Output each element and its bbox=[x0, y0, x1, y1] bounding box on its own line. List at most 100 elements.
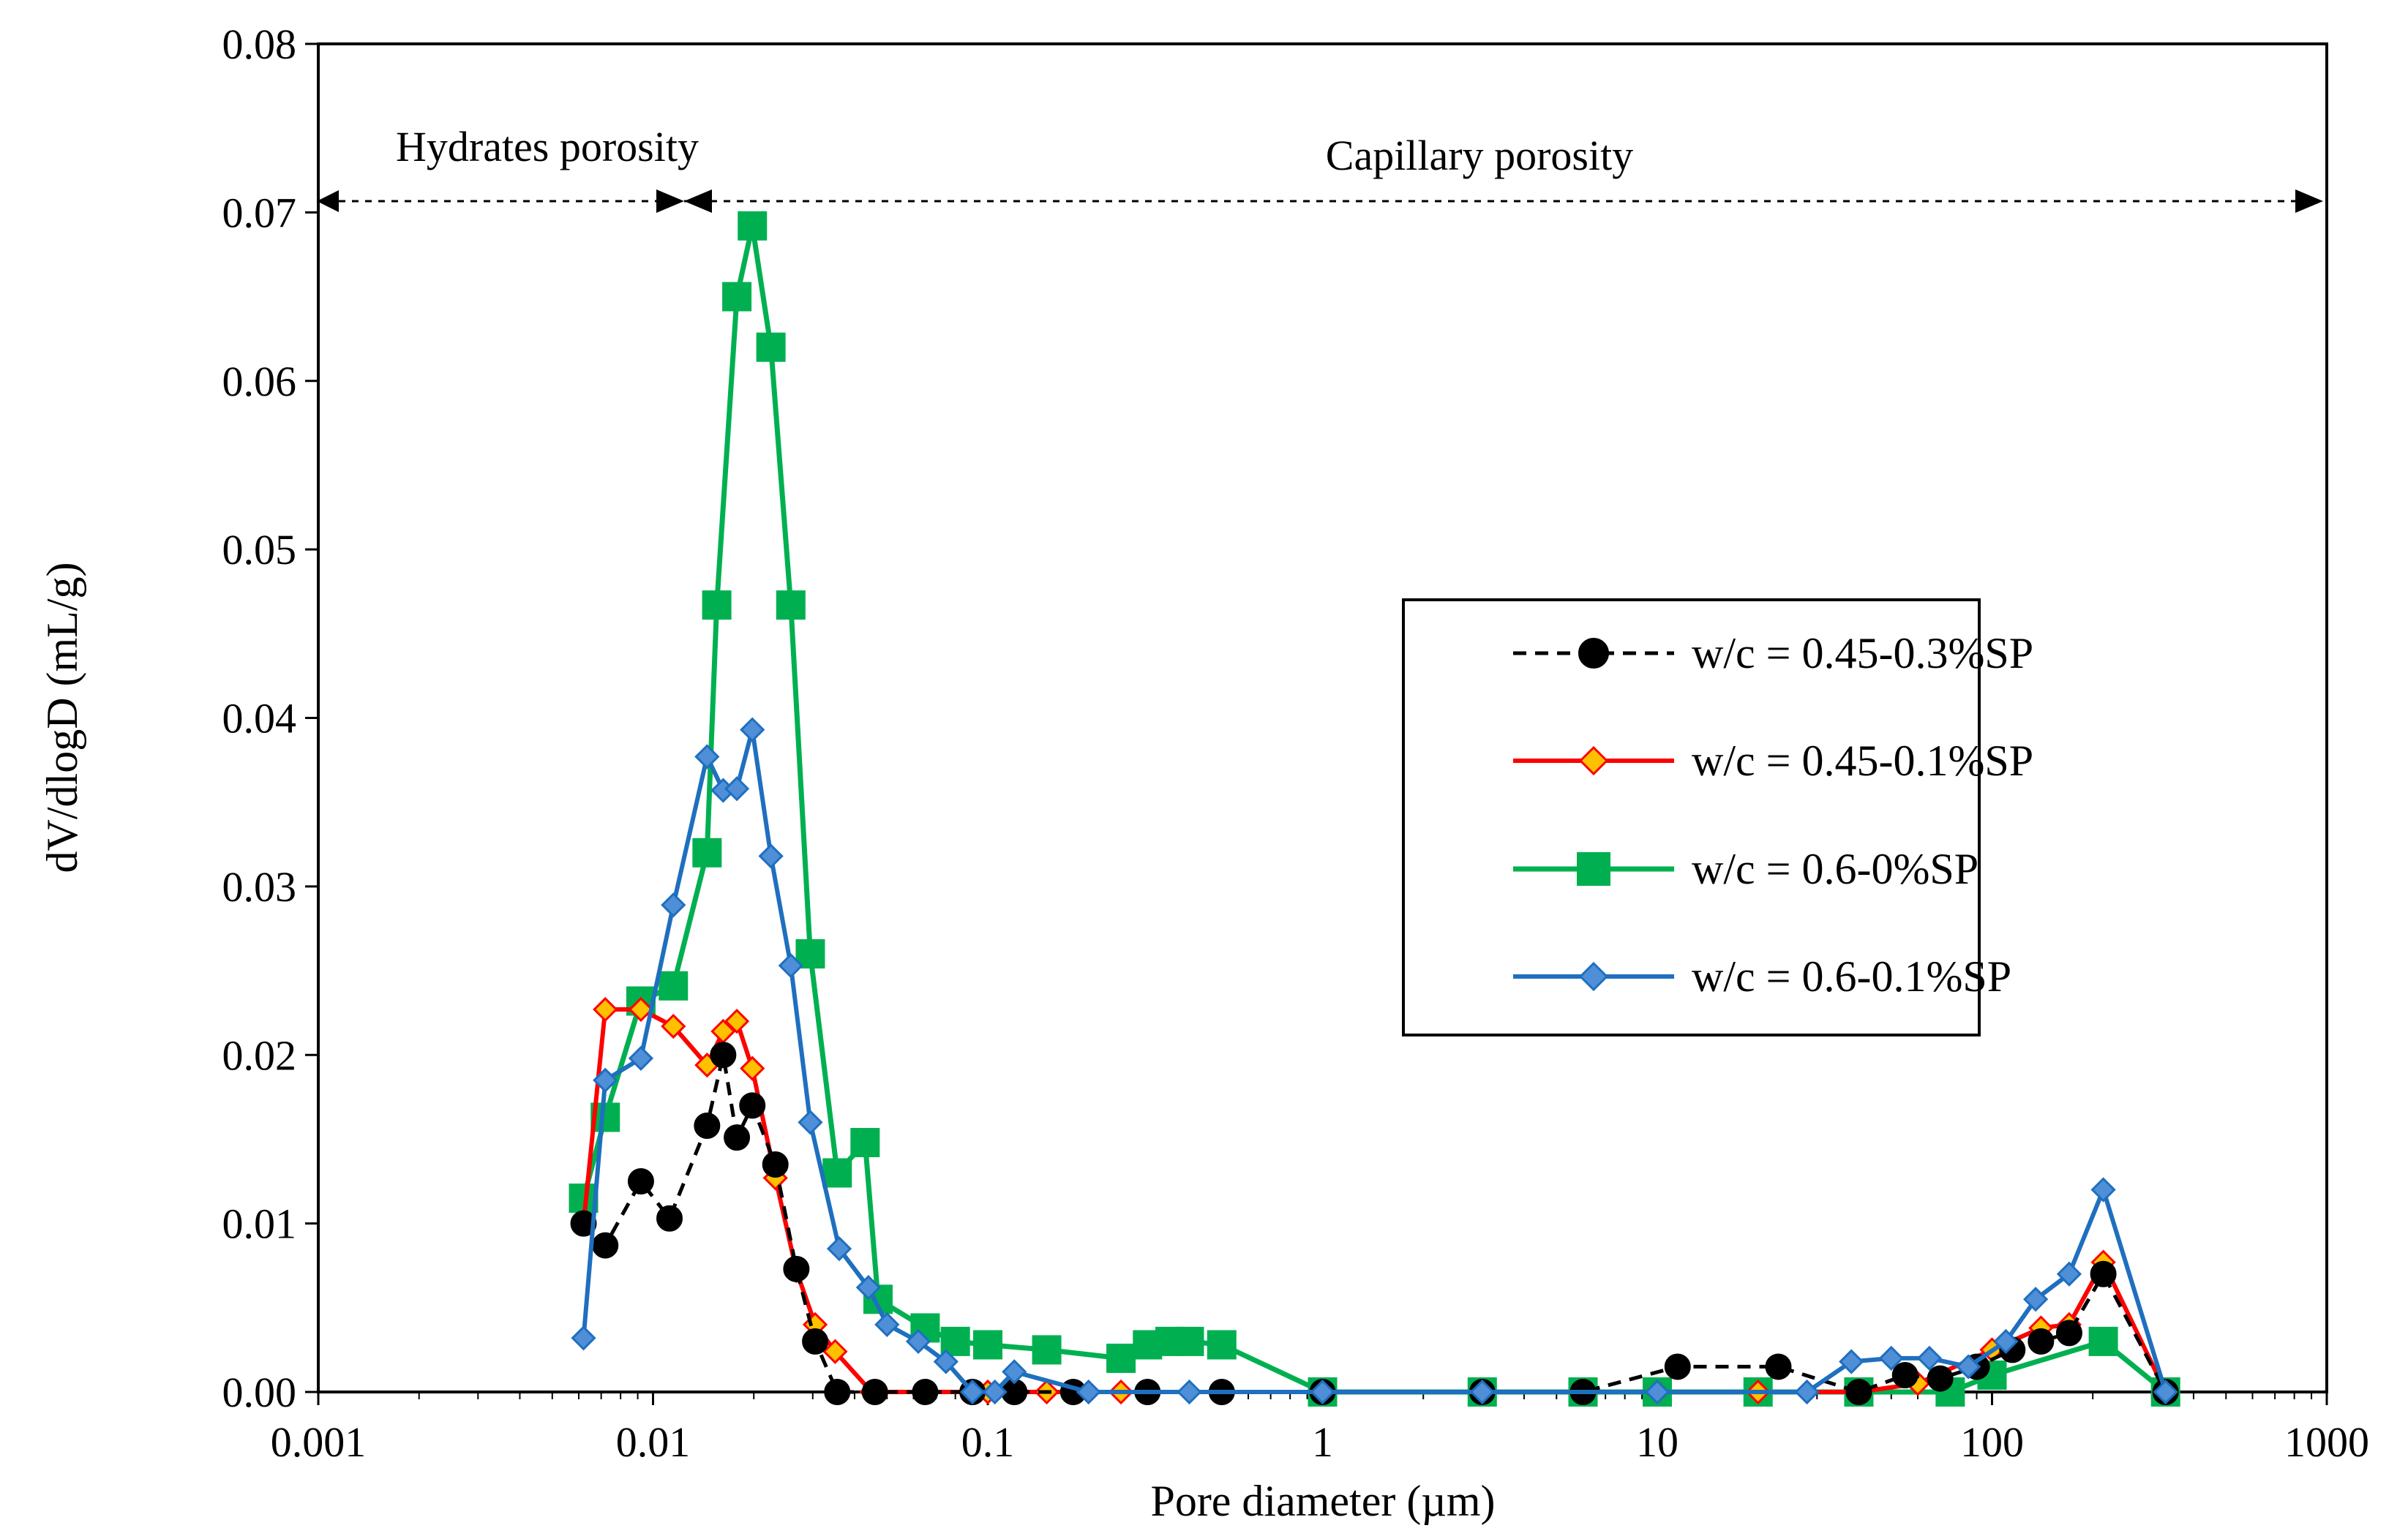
x-axis-title: Pore diameter (µm) bbox=[1150, 1477, 1495, 1525]
data-point bbox=[1644, 1379, 1670, 1405]
hydrates-porosity-arrow-left-head bbox=[317, 190, 339, 212]
legend-label: w/c = 0.6-0%SP bbox=[1692, 845, 1978, 893]
hydrates-porosity-label: Hydrates porosity bbox=[396, 123, 699, 170]
data-point bbox=[933, 1349, 959, 1374]
data-point bbox=[824, 1379, 851, 1405]
data-point bbox=[724, 1009, 750, 1034]
data-point bbox=[2088, 1326, 2118, 1356]
data-point bbox=[982, 1379, 1008, 1405]
data-point bbox=[627, 1168, 654, 1195]
x-tick-label: 0.01 bbox=[616, 1418, 691, 1466]
data-point bbox=[1177, 1379, 1202, 1405]
legend-label: w/c = 0.6-0.1%SP bbox=[1692, 952, 2011, 1001]
legend-label: w/c = 0.45-0.1%SP bbox=[1692, 737, 2033, 785]
y-tick-label: 0.05 bbox=[222, 526, 297, 573]
data-point bbox=[802, 1328, 829, 1355]
legend-item: w/c = 0.45-0.1%SP bbox=[1513, 737, 2033, 785]
data-point bbox=[593, 1067, 618, 1093]
data-point bbox=[1577, 852, 1610, 886]
data-point bbox=[628, 1045, 654, 1071]
legend-label: w/c = 0.45-0.3%SP bbox=[1692, 629, 2033, 677]
y-tick-label: 0.01 bbox=[222, 1200, 297, 1248]
x-tick-label: 100 bbox=[1960, 1418, 2024, 1466]
data-point bbox=[795, 939, 825, 969]
data-point bbox=[694, 744, 720, 770]
data-point bbox=[694, 1113, 721, 1140]
x-tick-label: 1 bbox=[1312, 1418, 1333, 1466]
data-point bbox=[571, 1325, 596, 1351]
x-axis-ticks: 0.001 0.01 0.1 1 10 100 1000 bbox=[271, 1392, 2369, 1466]
y-axis-ticks: 0.00 0.01 0.02 0.03 0.04 0.05 0.06 0.07 0.08 bbox=[222, 20, 318, 1416]
data-point bbox=[912, 1379, 939, 1405]
data-point bbox=[762, 1151, 789, 1178]
data-point bbox=[855, 1275, 882, 1301]
data-point bbox=[1578, 638, 1609, 669]
x-tick-label: 0.001 bbox=[271, 1418, 367, 1466]
data-point bbox=[1002, 1359, 1027, 1385]
data-point bbox=[1839, 1349, 1864, 1374]
data-point bbox=[1664, 1353, 1691, 1380]
data-point bbox=[724, 1124, 751, 1151]
data-point bbox=[861, 1379, 888, 1405]
data-point bbox=[1174, 1326, 1204, 1356]
data-point bbox=[1310, 1379, 1335, 1405]
data-point bbox=[783, 1255, 810, 1282]
data-point bbox=[1993, 1328, 2019, 1355]
data-point bbox=[1794, 1379, 1820, 1405]
data-point bbox=[738, 211, 768, 241]
series-4 bbox=[571, 717, 2178, 1405]
data-point bbox=[2023, 1287, 2049, 1312]
data-point bbox=[1916, 1345, 1943, 1371]
data-point bbox=[1765, 1353, 1792, 1380]
legend-item: w/c = 0.6-0%SP bbox=[1513, 845, 1978, 893]
hydrates-porosity-arrow-right-head bbox=[656, 189, 684, 213]
data-point bbox=[1469, 1379, 1495, 1405]
data-point bbox=[656, 1205, 683, 1232]
data-point bbox=[661, 1013, 686, 1039]
porosity-annotations: Hydrates porosity Capillary porosity bbox=[317, 123, 2323, 213]
y-tick-label: 0.00 bbox=[222, 1369, 297, 1416]
data-point bbox=[1032, 1335, 1062, 1365]
capillary-porosity-arrow-right-head bbox=[2295, 189, 2323, 213]
legend: w/c = 0.45-0.3%SP w/c = 0.45-0.1%SP w/c = … bbox=[1402, 598, 2033, 1036]
data-point bbox=[822, 1158, 852, 1188]
data-point bbox=[593, 996, 618, 1023]
data-point bbox=[2056, 1261, 2082, 1287]
legend-box bbox=[1402, 598, 1981, 1036]
data-point bbox=[2090, 1260, 2117, 1287]
data-point bbox=[1106, 1343, 1136, 1373]
y-tick-label: 0.06 bbox=[222, 358, 297, 405]
x-tick-label: 0.1 bbox=[961, 1418, 1015, 1466]
data-point bbox=[1878, 1345, 1904, 1371]
data-point bbox=[1927, 1365, 1954, 1392]
data-point bbox=[778, 953, 803, 979]
data-point bbox=[905, 1328, 931, 1355]
data-point bbox=[661, 892, 686, 918]
x-tick-label: 10 bbox=[1636, 1418, 1679, 1466]
data-point bbox=[710, 1042, 737, 1069]
data-point bbox=[702, 590, 732, 620]
capillary-porosity-arrow-left-head bbox=[684, 189, 712, 213]
data-point bbox=[1578, 745, 1609, 776]
data-point bbox=[740, 717, 765, 742]
x-tick-label: 1000 bbox=[2284, 1418, 2369, 1466]
data-point bbox=[826, 1236, 852, 1262]
data-point bbox=[2055, 1320, 2082, 1347]
data-point bbox=[758, 843, 784, 869]
data-point bbox=[1578, 961, 1609, 992]
data-point bbox=[1956, 1354, 1981, 1380]
data-point bbox=[874, 1312, 900, 1337]
legend-item: w/c = 0.6-0.1%SP bbox=[1513, 952, 2011, 1001]
data-point bbox=[692, 838, 722, 868]
y-tick-label: 0.08 bbox=[222, 20, 297, 68]
legend-items: w/c = 0.45-0.3%SP w/c = 0.45-0.1%SP w/c = … bbox=[1513, 629, 2033, 1001]
data-point bbox=[740, 1056, 765, 1081]
data-point bbox=[659, 971, 689, 1001]
series-layer bbox=[569, 211, 2180, 1407]
y-tick-label: 0.04 bbox=[222, 695, 297, 742]
data-point bbox=[724, 776, 750, 802]
data-point bbox=[1845, 1379, 1872, 1405]
data-point bbox=[722, 282, 752, 312]
